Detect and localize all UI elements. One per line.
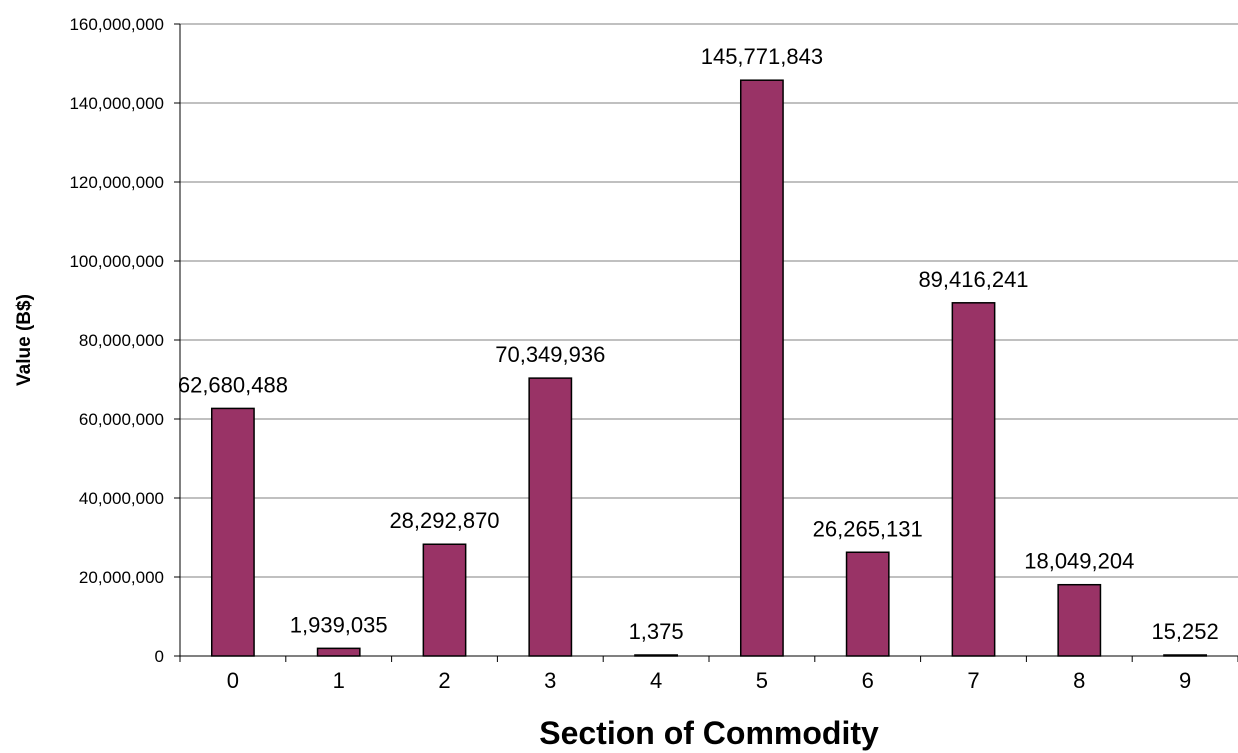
y-axis-label: Value (B$) — [14, 294, 35, 386]
y-tick-label: 140,000,000 — [69, 94, 164, 113]
x-tick-label: 9 — [1179, 668, 1191, 693]
y-tick-label: 80,000,000 — [79, 331, 164, 350]
bars — [210, 79, 1208, 657]
data-label: 15,252 — [1151, 619, 1218, 644]
y-tick-labels: 0 20,000,000 40,000,000 60,000,000 80,000,00… — [69, 15, 164, 666]
bar-9 — [1163, 654, 1208, 657]
data-label: 1,375 — [629, 619, 684, 644]
y-tick-label: 160,000,000 — [69, 15, 164, 34]
y-tick-label: 0 — [155, 647, 164, 666]
x-tick-label: 1 — [333, 668, 345, 693]
x-tick-label: 0 — [227, 668, 239, 693]
x-tick-labels: 0 1 2 3 4 5 6 7 8 9 — [227, 668, 1191, 693]
data-labels: 62,680,488 1,939,035 28,292,870 70,349,936 1… — [178, 44, 1219, 644]
x-tick-label: 4 — [650, 668, 662, 693]
data-label: 145,771,843 — [701, 44, 823, 69]
data-label: 1,939,035 — [290, 612, 388, 637]
data-label: 62,680,488 — [178, 372, 288, 397]
y-tick-label: 100,000,000 — [69, 252, 164, 271]
bar-4 — [634, 654, 679, 657]
x-tick-label: 5 — [756, 668, 768, 693]
bar-1 — [316, 647, 361, 657]
data-label: 70,349,936 — [495, 342, 605, 367]
y-tick-label: 20,000,000 — [79, 568, 164, 587]
bar-0 — [210, 407, 255, 657]
x-axis-label: Section of Commodity — [539, 715, 879, 751]
bar-2 — [422, 543, 467, 657]
bar-6 — [845, 551, 890, 657]
x-tick-label: 6 — [862, 668, 874, 693]
y-tick-label: 120,000,000 — [69, 173, 164, 192]
bar-7 — [951, 302, 996, 657]
x-tick-label: 3 — [544, 668, 556, 693]
x-tick-label: 8 — [1073, 668, 1085, 693]
x-tick-label: 7 — [967, 668, 979, 693]
gridlines — [180, 23, 1238, 578]
y-tick-label: 60,000,000 — [79, 410, 164, 429]
data-label: 89,416,241 — [918, 267, 1028, 292]
data-label: 18,049,204 — [1024, 549, 1134, 574]
bar-3 — [528, 377, 573, 657]
x-tick-label: 2 — [438, 668, 450, 693]
data-label: 28,292,870 — [389, 508, 499, 533]
y-tick-label: 40,000,000 — [79, 489, 164, 508]
data-label: 26,265,131 — [813, 516, 923, 541]
bar-5 — [739, 79, 784, 657]
bar-8 — [1057, 583, 1102, 657]
